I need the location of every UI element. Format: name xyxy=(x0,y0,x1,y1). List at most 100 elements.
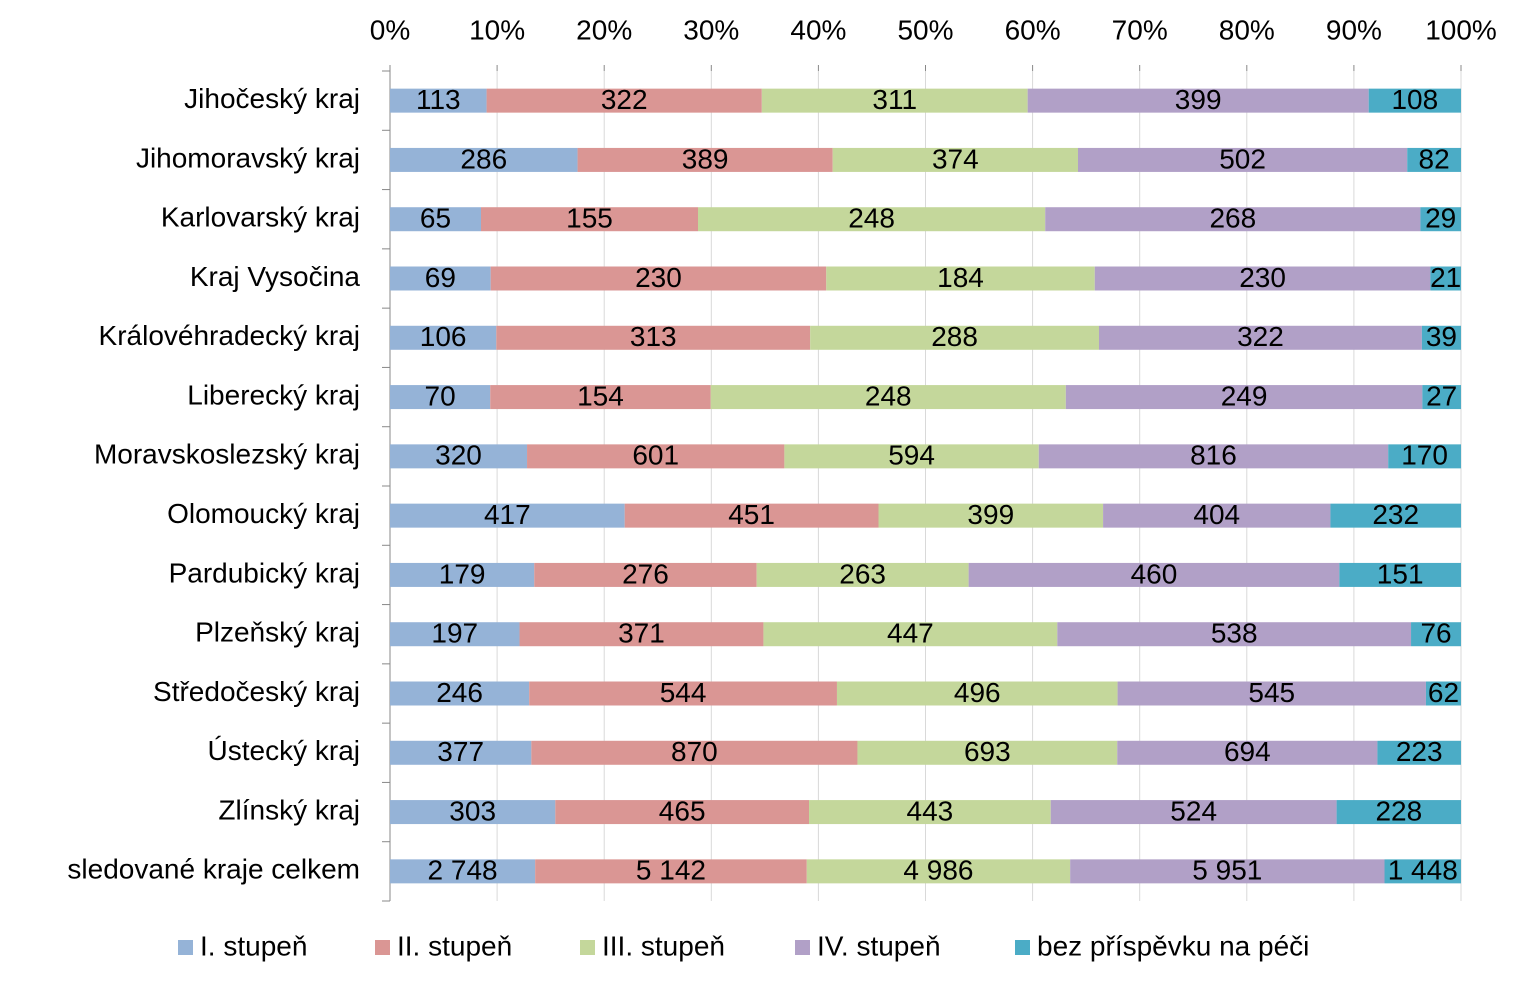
data-label: 303 xyxy=(449,795,496,826)
x-tick-label: 0% xyxy=(370,14,410,45)
bar-segment xyxy=(1368,88,1461,113)
data-label: 538 xyxy=(1211,618,1258,649)
data-label: 5 951 xyxy=(1192,855,1262,886)
x-tick-label: 100% xyxy=(1425,14,1497,45)
data-label: 451 xyxy=(728,499,775,530)
bar-segment xyxy=(836,681,1118,706)
data-label: 1 448 xyxy=(1388,855,1458,886)
y-tick-label: Olomoucký kraj xyxy=(167,498,360,529)
bar-segment xyxy=(1027,88,1369,113)
data-label: 21 xyxy=(1430,262,1461,293)
bar-segment xyxy=(1430,266,1461,291)
y-tick-label: Pardubický kraj xyxy=(169,557,360,588)
bar-segment xyxy=(481,207,698,232)
data-label: 82 xyxy=(1419,143,1450,174)
data-label: 399 xyxy=(1175,84,1222,115)
bar-segment xyxy=(531,740,858,765)
data-label: 417 xyxy=(484,499,531,530)
data-label: 197 xyxy=(431,618,478,649)
bar-segment xyxy=(490,385,711,410)
y-tick-label: Královéhradecký kraj xyxy=(99,320,360,351)
data-label: 371 xyxy=(618,618,665,649)
data-label: 62 xyxy=(1428,677,1459,708)
bar-segment xyxy=(826,266,1095,291)
data-label: 286 xyxy=(460,143,507,174)
data-label: 313 xyxy=(630,321,677,352)
x-tick-label: 70% xyxy=(1112,14,1168,45)
data-label: 27 xyxy=(1426,380,1457,411)
bar-segment xyxy=(1098,325,1422,350)
x-tick-label: 50% xyxy=(897,14,953,45)
data-label: 2 748 xyxy=(428,855,498,886)
bar-segment xyxy=(1045,207,1421,232)
data-label: 601 xyxy=(632,440,679,471)
bar-segment xyxy=(756,562,969,587)
y-tick-label: Karlovarský kraj xyxy=(161,202,360,233)
bar-segment xyxy=(857,740,1118,765)
legend-label: I. stupeň xyxy=(200,930,307,961)
y-tick-label: Plzeňský kraj xyxy=(195,617,360,648)
bar-segment xyxy=(624,503,879,528)
bar-segment xyxy=(1070,859,1385,884)
bar-segment xyxy=(832,147,1078,172)
x-tick-label: 10% xyxy=(469,14,525,45)
bar-segment xyxy=(390,740,532,765)
data-label: 70 xyxy=(425,380,456,411)
data-label: 594 xyxy=(888,440,935,471)
bar-segment xyxy=(390,325,497,350)
data-label: 322 xyxy=(1237,321,1284,352)
data-label: 524 xyxy=(1170,795,1217,826)
bar-segment xyxy=(555,800,810,825)
x-tick-label: 60% xyxy=(1005,14,1061,45)
data-label: 76 xyxy=(1420,618,1451,649)
data-label: 320 xyxy=(435,440,482,471)
data-label: 502 xyxy=(1219,143,1266,174)
data-label: 228 xyxy=(1375,795,1422,826)
x-tick-label: 80% xyxy=(1219,14,1275,45)
legend-swatch xyxy=(178,940,193,955)
bar-segment xyxy=(878,503,1104,528)
bar-segment xyxy=(390,622,520,647)
bar-segment xyxy=(1330,503,1461,528)
data-label: 248 xyxy=(848,203,895,234)
legend-label: bez příspěvku na péči xyxy=(1037,930,1309,961)
bar-segment xyxy=(809,800,1051,825)
bar-segment xyxy=(390,266,491,291)
data-label: 106 xyxy=(420,321,467,352)
bar-segment xyxy=(761,88,1028,113)
y-tick-label: Zlínský kraj xyxy=(218,794,360,825)
data-label: 69 xyxy=(425,262,456,293)
bar-segment xyxy=(1425,681,1461,706)
y-tick-label: Ústecký kraj xyxy=(208,735,360,766)
bar-segment xyxy=(390,562,535,587)
x-tick-label: 40% xyxy=(790,14,846,45)
bar-segment xyxy=(390,444,528,469)
data-label: 460 xyxy=(1131,558,1178,589)
data-label: 496 xyxy=(954,677,1001,708)
bar-segment xyxy=(490,266,827,291)
data-label: 443 xyxy=(907,795,954,826)
bar-segment xyxy=(1421,325,1461,350)
data-label: 288 xyxy=(931,321,978,352)
legend-swatch xyxy=(375,940,390,955)
bar-segment xyxy=(1420,207,1461,232)
bar-segment xyxy=(390,681,530,706)
data-label: 184 xyxy=(937,262,984,293)
bar-segment xyxy=(390,147,578,172)
bar-segment xyxy=(1411,622,1461,647)
bar-segment xyxy=(496,325,811,350)
bar-segment xyxy=(390,859,536,884)
bar-segment xyxy=(784,444,1039,469)
bar-segment xyxy=(1336,800,1461,825)
data-label: 223 xyxy=(1396,736,1443,767)
bar-segment xyxy=(1057,622,1412,647)
bar-segment xyxy=(1407,147,1461,172)
data-label: 377 xyxy=(437,736,484,767)
data-label: 151 xyxy=(1377,558,1424,589)
data-label: 113 xyxy=(416,84,461,115)
bar-segment xyxy=(763,622,1058,647)
y-tick-label: Liberecký kraj xyxy=(187,379,360,410)
data-label: 276 xyxy=(622,558,669,589)
data-label: 39 xyxy=(1426,321,1457,352)
